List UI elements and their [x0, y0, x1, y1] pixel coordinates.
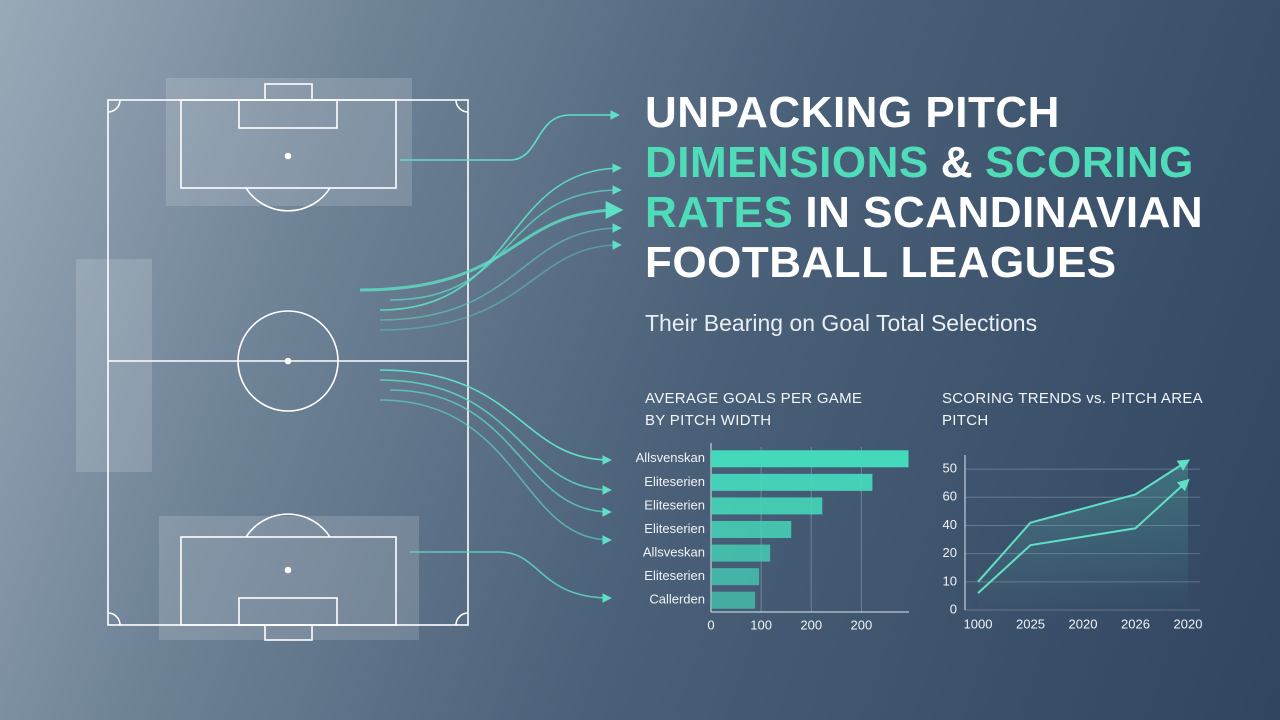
y-tick-label: 40: [943, 517, 957, 532]
y-tick-label: Eliteserien: [644, 568, 705, 583]
title-text: IN SCANDINAVIAN: [805, 188, 1204, 237]
y-tick-label: Allsveskan: [643, 545, 705, 560]
line: [977, 459, 1191, 583]
line: [977, 478, 1190, 594]
title-line: UNPACKING PITCH: [645, 88, 1203, 138]
subtitle: Their Bearing on Goal Total Selections: [645, 310, 1038, 336]
title-line: FOOTBALL LEAGUES: [645, 238, 1203, 288]
bar: [711, 521, 792, 538]
y-tick-label: 20: [943, 545, 957, 560]
x-tick-label: 100: [750, 617, 772, 632]
x-tick-label: 200: [851, 617, 873, 632]
x-tick-label: 0: [707, 617, 714, 632]
x-tick-label: 2025: [1016, 616, 1045, 631]
x-tick-label: 1000: [964, 616, 993, 631]
y-tick-label: Allsvenskan: [636, 450, 705, 465]
x-tick-label: 200: [800, 617, 822, 632]
area: [978, 460, 1188, 610]
title-line: DIMENSIONS & SCORING: [645, 138, 1203, 188]
y-tick-label: Callerden: [649, 592, 705, 607]
chart-title: AVERAGE GOALS PER GAME BY PITCH WIDTH: [645, 390, 863, 429]
y-tick-label: 10: [943, 573, 957, 588]
title-text: DIMENSIONS: [645, 138, 929, 187]
title: UNPACKING PITCH DIMENSIONS & SCORING RATES IN…: [645, 88, 1203, 288]
bar: [711, 497, 823, 515]
bar: [711, 591, 756, 609]
bar: [711, 450, 909, 468]
y-tick-label: Eliteserien: [644, 521, 705, 536]
title-text: UNPACKING PITCH: [645, 88, 1060, 137]
title-text: SCORING: [984, 138, 1194, 187]
title-text: &: [940, 138, 973, 187]
x-tick-label: 2020: [1069, 616, 1098, 631]
y-tick-label: Eliteserien: [644, 497, 705, 512]
y-tick-label: Eliteserien: [644, 474, 705, 489]
title-text: FOOTBALL LEAGUES: [645, 238, 1117, 287]
chart-title: SCORING TRENDS vs. PITCH AREA PITCH: [942, 390, 1203, 429]
title-line: RATES IN SCANDINAVIAN: [645, 188, 1203, 238]
y-tick-label: 0: [950, 601, 957, 616]
x-tick-label: 2026: [1121, 616, 1150, 631]
y-tick-label: 60: [943, 489, 957, 504]
pitch: [76, 78, 469, 641]
bar: [711, 473, 873, 491]
flow-lines: [359, 110, 624, 603]
y-tick-label: 50: [943, 461, 957, 476]
bar: [711, 568, 760, 586]
charts: 0 100 200 200AllsvenskanEliteserienEliteser…: [636, 443, 1203, 632]
bar: [711, 544, 771, 562]
title-text: RATES: [645, 188, 794, 237]
x-tick-label: 2020: [1174, 616, 1203, 631]
